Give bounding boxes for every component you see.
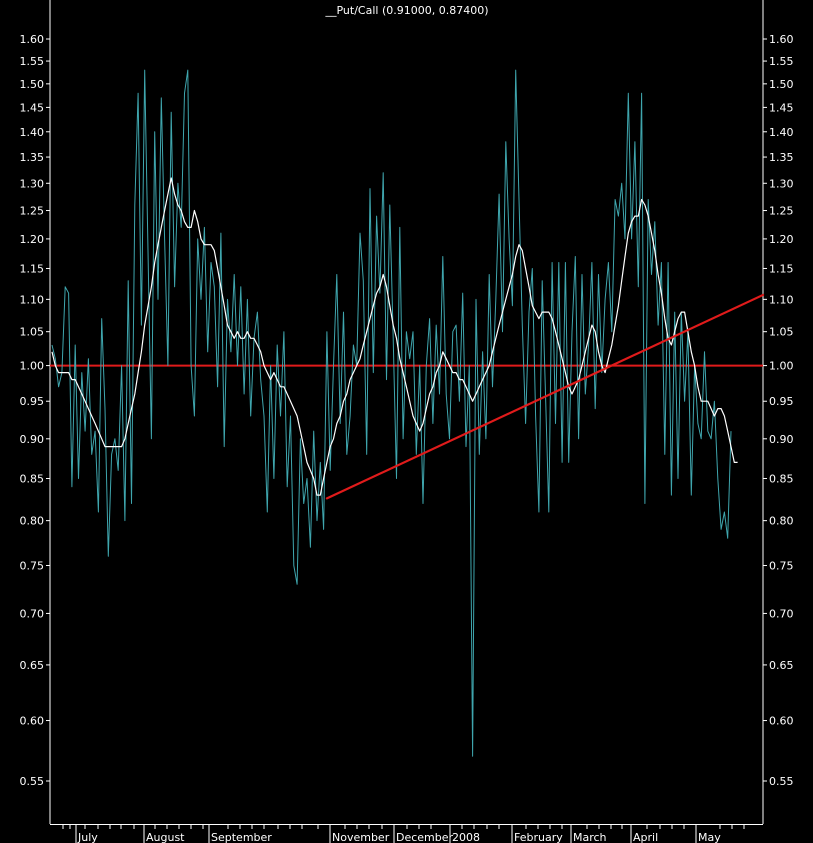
y-tick-label-right: 1.35 xyxy=(769,151,794,164)
y-tick-label-left: 0.75 xyxy=(20,559,45,572)
y-tick-label-right: 0.75 xyxy=(769,559,794,572)
y-tick-label-left: 1.60 xyxy=(20,33,45,46)
plot-area xyxy=(50,69,765,757)
y-tick-label-right: 1.60 xyxy=(769,33,794,46)
y-tick-label-left: 1.30 xyxy=(20,177,45,190)
x-month-label: March xyxy=(573,831,607,843)
x-month-label: 2008 xyxy=(452,831,480,843)
y-tick-label-right: 0.90 xyxy=(769,433,794,446)
y-tick-label-right: 0.95 xyxy=(769,395,794,408)
average-series-line xyxy=(51,177,738,496)
y-tick-label-right: 1.55 xyxy=(769,55,794,68)
y-tick-label-left: 1.55 xyxy=(20,55,45,68)
chart-title: __Put/Call (0.91000, 0.87400) xyxy=(324,4,488,17)
y-tick-label-right: 1.10 xyxy=(769,293,794,306)
y-tick-label-left: 1.25 xyxy=(20,205,45,218)
y-tick-label-left: 1.10 xyxy=(20,293,45,306)
y-tick-label-left: 0.85 xyxy=(20,473,45,486)
x-month-label: August xyxy=(146,831,185,843)
x-month-label: July xyxy=(77,831,98,843)
x-month-label: December xyxy=(396,831,454,843)
y-tick-label-right: 1.30 xyxy=(769,177,794,190)
y-tick-label-left: 1.50 xyxy=(20,78,45,91)
y-axis-left: 1.60 1.55 1.50 1.45 1.40 1.35 1.30 1.25 1.20 1.15… xyxy=(20,33,50,788)
y-tick-label-left: 1.45 xyxy=(20,101,45,114)
y-tick-label-right: 0.55 xyxy=(769,775,794,788)
y-tick-label-left: 1.20 xyxy=(20,233,45,246)
y-tick-label-right: 1.05 xyxy=(769,326,794,339)
y-tick-label-left: 0.65 xyxy=(20,659,45,672)
y-tick-label-right: 1.15 xyxy=(769,262,794,275)
y-tick-label-left: 1.40 xyxy=(20,126,45,139)
y-tick-label-left: 1.15 xyxy=(20,262,45,275)
y-tick-label-left: 0.60 xyxy=(20,715,45,728)
x-month-label: April xyxy=(633,831,658,843)
y-tick-label-left: 1.00 xyxy=(20,360,45,373)
y-axis-right: 1.60 1.55 1.50 1.45 1.40 1.35 1.30 1.25 1.20 1.15… xyxy=(763,33,794,788)
y-tick-label-right: 1.00 xyxy=(769,360,794,373)
x-month-label: May xyxy=(698,831,721,843)
y-tick-label-right: 1.50 xyxy=(769,78,794,91)
y-tick-label-right: 0.80 xyxy=(769,515,794,528)
y-tick-label-right: 0.70 xyxy=(769,607,794,620)
y-tick-label-right: 1.25 xyxy=(769,205,794,218)
daily-series-line xyxy=(51,69,732,757)
y-tick-label-left: 0.90 xyxy=(20,433,45,446)
y-tick-label-left: 0.70 xyxy=(20,607,45,620)
x-month-label: November xyxy=(332,831,390,843)
y-tick-label-right: 1.20 xyxy=(769,233,794,246)
y-tick-label-left: 1.05 xyxy=(20,326,45,339)
y-tick-label-right: 1.40 xyxy=(769,126,794,139)
y-tick-label-left: 0.55 xyxy=(20,775,45,788)
y-tick-label-right: 0.85 xyxy=(769,473,794,486)
x-month-label: September xyxy=(211,831,272,843)
trend-line xyxy=(325,293,765,500)
y-tick-label-right: 1.45 xyxy=(769,101,794,114)
y-tick-label-left: 1.35 xyxy=(20,151,45,164)
y-tick-label-left: 0.80 xyxy=(20,515,45,528)
y-tick-label-right: 0.65 xyxy=(769,659,794,672)
x-month-label: February xyxy=(514,831,563,843)
y-tick-label-left: 0.95 xyxy=(20,395,45,408)
y-tick-label-right: 0.60 xyxy=(769,715,794,728)
